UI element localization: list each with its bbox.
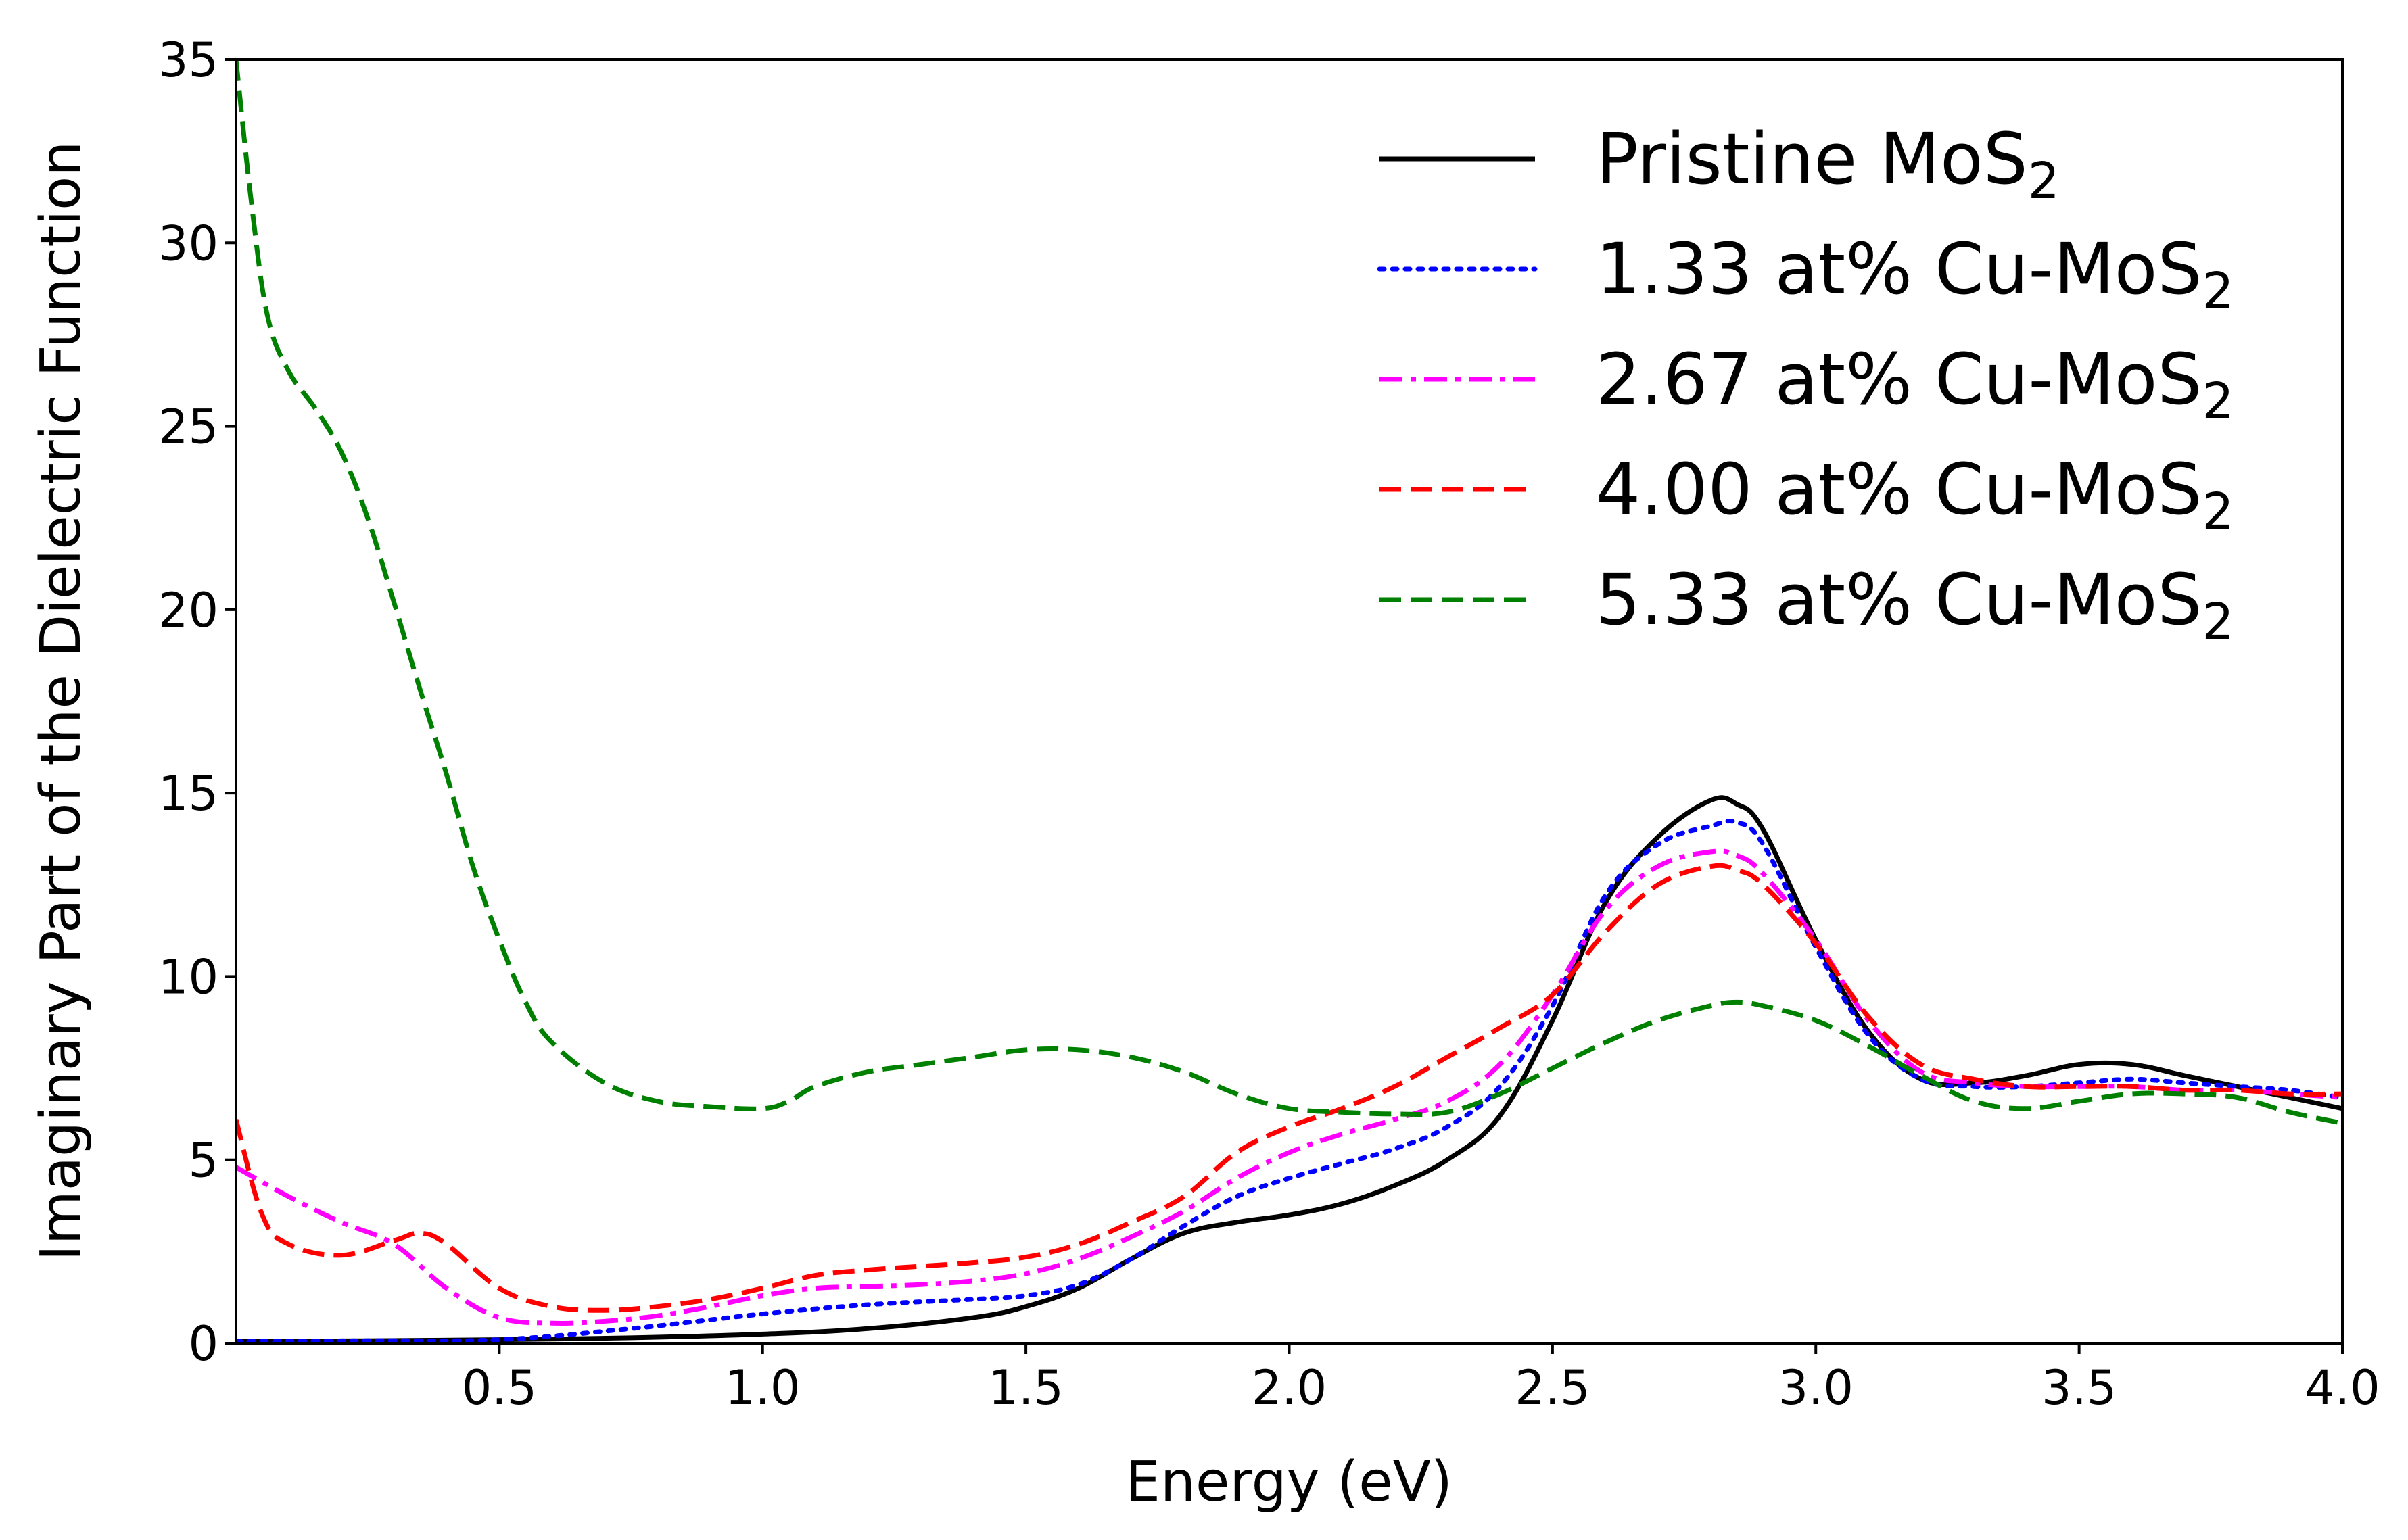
y-tick-label: 0 (188, 1316, 218, 1372)
x-tick-label: 3.0 (1778, 1360, 1854, 1416)
series-line-1 (236, 795, 2342, 1343)
x-axis-title: Energy (eV) (1125, 1450, 1453, 1514)
series-line-5 (236, 59, 2342, 1126)
x-tick-label: 2.5 (1515, 1360, 1590, 1416)
x-tick-label: 4.0 (2305, 1360, 2380, 1416)
y-tick-label: 25 (158, 400, 218, 455)
y-axis: 0 5 10 15 20 25 30 35 (158, 32, 236, 1372)
legend-label: Pristine MoS2 (1596, 118, 2060, 210)
x-tick-label: 2.0 (1252, 1360, 1327, 1416)
x-tick-label: 1.5 (988, 1360, 1063, 1416)
legend-item-5: 5.33 at% Cu-MoS2 (1379, 558, 2234, 651)
legend: Pristine MoS2 1.33 at% Cu-MoS2 2.67 at% Cu… (1377, 118, 2234, 651)
legend-label: 5.33 at% Cu-MoS2 (1596, 558, 2234, 651)
y-tick-label: 35 (158, 32, 218, 88)
y-tick-label: 30 (158, 216, 218, 271)
x-tick-label: 3.5 (2041, 1360, 2117, 1416)
y-tick-label: 10 (158, 949, 218, 1005)
legend-item-2: 1.33 at% Cu-MoS2 (1377, 228, 2234, 320)
series-line-4 (236, 863, 2342, 1313)
y-tick-label: 15 (158, 766, 218, 821)
series-line-3 (236, 848, 2342, 1326)
legend-label: 4.00 at% Cu-MoS2 (1596, 448, 2234, 541)
legend-item-1: Pristine MoS2 (1379, 118, 2060, 210)
x-tick-label: 1.0 (725, 1360, 800, 1416)
legend-item-3: 2.67 at% Cu-MoS2 (1379, 338, 2234, 431)
y-tick-label: 20 (158, 583, 218, 638)
series-layer (236, 59, 2342, 1343)
y-axis-title: Imaginary Part of the Dielectric Functio… (29, 141, 93, 1261)
y-tick-label: 5 (188, 1133, 218, 1188)
legend-label: 2.67 at% Cu-MoS2 (1596, 338, 2234, 431)
legend-label: 1.33 at% Cu-MoS2 (1596, 228, 2234, 320)
x-tick-label: 0.5 (462, 1360, 537, 1416)
x-axis: 0.5 1.0 1.5 2.0 2.5 3.0 3.5 4.0 (462, 1343, 2380, 1416)
legend-item-4: 4.00 at% Cu-MoS2 (1379, 448, 2234, 541)
